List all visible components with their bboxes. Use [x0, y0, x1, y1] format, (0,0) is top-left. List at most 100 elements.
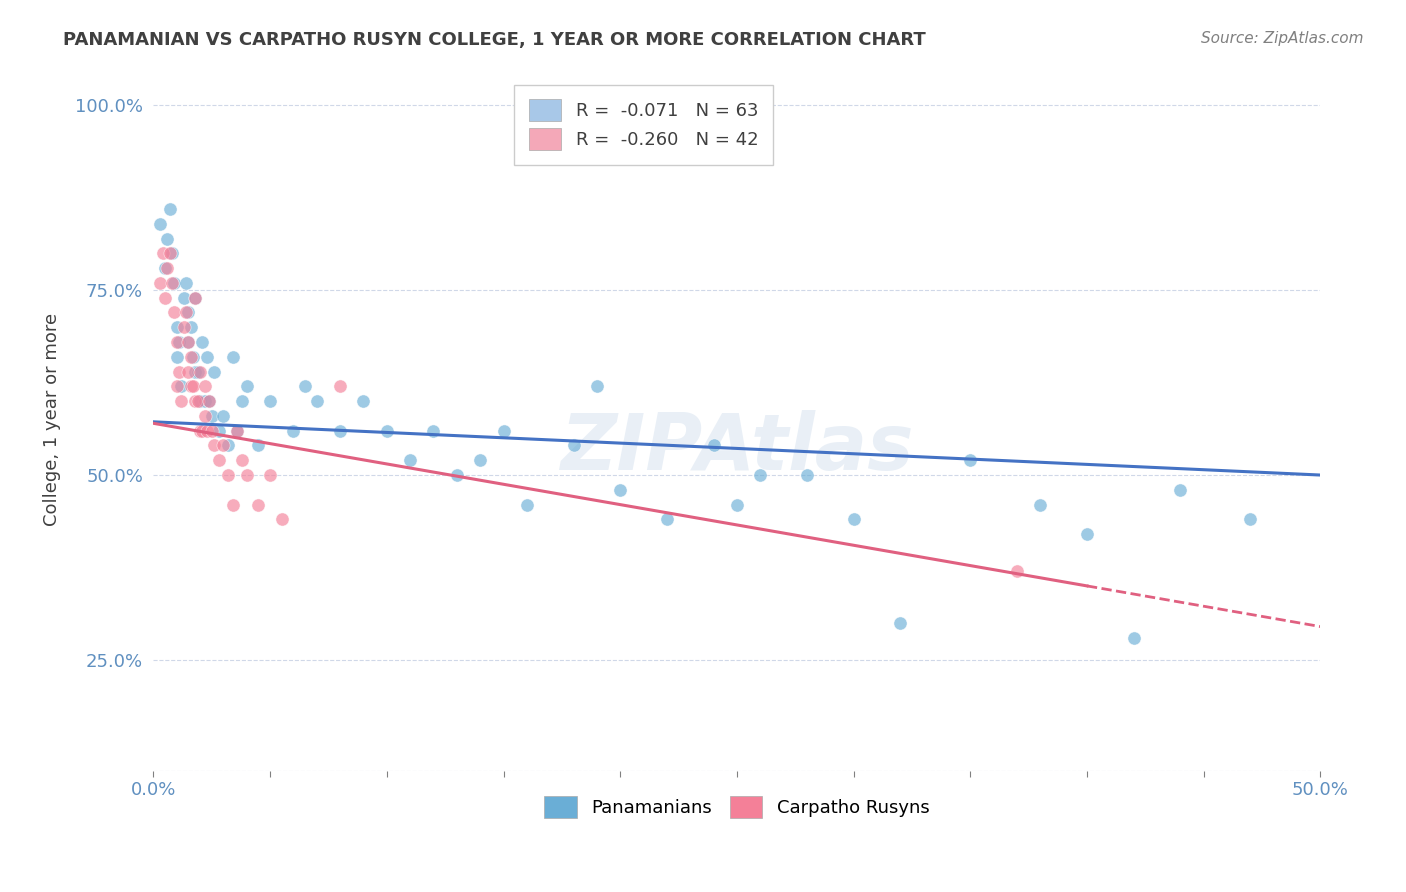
Point: [177, 334, 200, 349]
Point: [160, 246, 183, 260]
Point: [492, 424, 515, 438]
Point: [188, 424, 211, 438]
Point: [399, 453, 422, 467]
Point: [184, 394, 207, 409]
Point: [247, 498, 270, 512]
Point: [194, 379, 217, 393]
Point: [166, 334, 188, 349]
Point: [329, 379, 352, 393]
Point: [270, 512, 292, 526]
Point: [655, 512, 678, 526]
Point: [226, 424, 249, 438]
Point: [170, 379, 193, 393]
Point: [159, 202, 181, 216]
Point: [1122, 631, 1144, 645]
Y-axis label: College, 1 year or more: College, 1 year or more: [44, 313, 60, 526]
Point: [195, 424, 218, 438]
Text: Source: ZipAtlas.com: Source: ZipAtlas.com: [1201, 31, 1364, 46]
Point: [201, 424, 224, 438]
Legend: Panamanians, Carpatho Rusyns: Panamanians, Carpatho Rusyns: [537, 789, 936, 825]
Point: [191, 424, 214, 438]
Point: [167, 365, 190, 379]
Point: [188, 394, 211, 409]
Point: [194, 394, 217, 409]
Point: [191, 334, 214, 349]
Point: [180, 379, 202, 393]
Point: [173, 291, 195, 305]
Point: [174, 305, 197, 319]
Point: [170, 394, 193, 409]
Point: [226, 424, 249, 438]
Point: [796, 468, 818, 483]
Point: [725, 498, 748, 512]
Point: [188, 365, 211, 379]
Point: [177, 365, 200, 379]
Point: [149, 217, 172, 231]
Point: [470, 453, 492, 467]
Point: [208, 424, 231, 438]
Point: [166, 379, 188, 393]
Point: [446, 468, 468, 483]
Point: [375, 424, 398, 438]
Point: [163, 276, 186, 290]
Point: [198, 394, 221, 409]
Point: [180, 350, 202, 364]
Point: [329, 424, 352, 438]
Point: [259, 394, 281, 409]
Point: [173, 320, 195, 334]
Point: [194, 409, 217, 423]
Point: [202, 438, 225, 452]
Point: [222, 498, 245, 512]
Point: [152, 246, 174, 260]
Point: [516, 498, 538, 512]
Point: [294, 379, 316, 393]
Point: [156, 261, 179, 276]
Point: [889, 615, 911, 630]
Point: [177, 334, 200, 349]
Point: [202, 365, 225, 379]
Point: [174, 276, 197, 290]
Point: [236, 468, 259, 483]
Point: [167, 334, 190, 349]
Point: [749, 468, 772, 483]
Point: [208, 453, 231, 467]
Point: [959, 453, 981, 467]
Point: [283, 424, 305, 438]
Point: [703, 438, 725, 452]
Point: [187, 365, 209, 379]
Point: [1239, 512, 1261, 526]
Point: [195, 350, 218, 364]
Point: [609, 483, 631, 497]
Point: [247, 438, 270, 452]
Point: [1076, 527, 1098, 541]
Point: [212, 409, 235, 423]
Point: [259, 468, 281, 483]
Point: [181, 350, 204, 364]
Point: [180, 320, 202, 334]
Point: [177, 305, 200, 319]
Point: [353, 394, 375, 409]
Point: [156, 231, 179, 245]
Point: [842, 512, 865, 526]
Point: [231, 394, 253, 409]
Point: [1005, 564, 1028, 578]
Point: [222, 350, 245, 364]
Point: [198, 394, 221, 409]
Point: [184, 365, 207, 379]
Point: [236, 379, 259, 393]
Point: [166, 350, 188, 364]
Point: [1029, 498, 1052, 512]
Point: [149, 276, 172, 290]
Point: [201, 409, 224, 423]
Text: ZIPAtlas: ZIPAtlas: [560, 409, 914, 485]
Point: [1170, 483, 1192, 497]
Point: [231, 453, 253, 467]
Text: PANAMANIAN VS CARPATHO RUSYN COLLEGE, 1 YEAR OR MORE CORRELATION CHART: PANAMANIAN VS CARPATHO RUSYN COLLEGE, 1 …: [63, 31, 927, 49]
Point: [586, 379, 609, 393]
Point: [166, 320, 188, 334]
Point: [184, 291, 207, 305]
Point: [160, 276, 183, 290]
Point: [153, 291, 176, 305]
Point: [305, 394, 328, 409]
Point: [159, 246, 181, 260]
